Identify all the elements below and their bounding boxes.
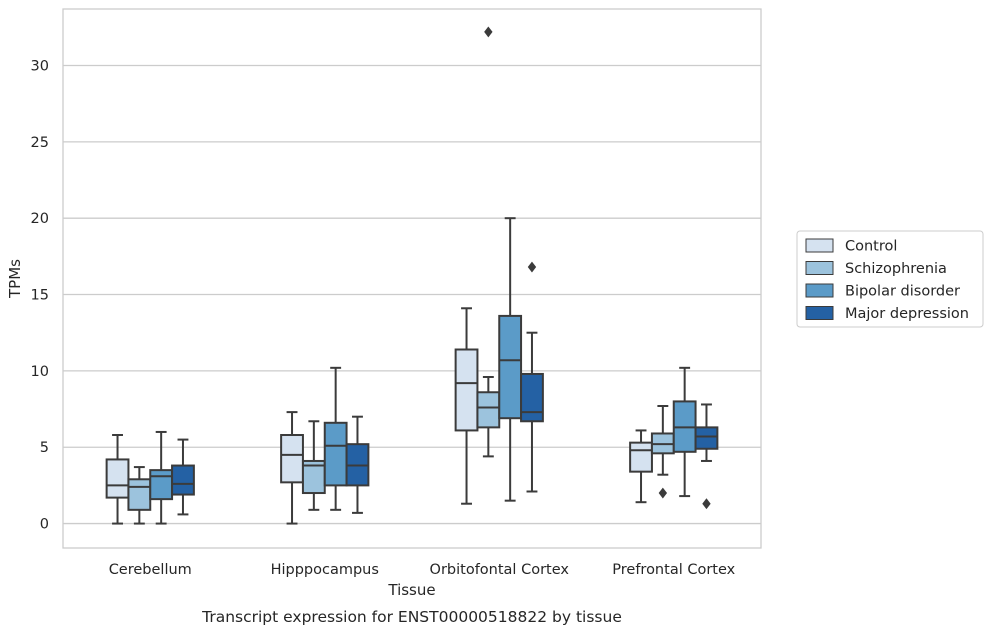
y-tick-label: 20 [31, 211, 49, 227]
legend-label: Major depression [845, 306, 969, 322]
box-iqr [476, 391, 501, 429]
box-iqr [149, 469, 174, 501]
outlier-point [484, 26, 493, 38]
y-axis-label: TPMs [6, 259, 24, 299]
box-iqr [105, 458, 130, 499]
legend-frame [796, 230, 984, 328]
box [171, 438, 195, 516]
box [672, 366, 697, 498]
x-tick-label: Prefrontal Cortex [612, 562, 735, 578]
box [520, 261, 544, 493]
legend-item: Control [805, 238, 897, 255]
box-iqr [127, 478, 152, 511]
y-tick-label: 30 [31, 58, 49, 74]
legend-item: Bipolar disorder [805, 283, 960, 300]
box-iqr [498, 314, 523, 420]
plot-frame [62, 8, 762, 549]
box [280, 411, 304, 525]
y-tick-label: 0 [40, 517, 49, 533]
box [345, 415, 370, 514]
x-tick-label: Hipppocampus [271, 562, 379, 578]
legend-label: Bipolar disorder [845, 284, 960, 300]
box-iqr [280, 434, 304, 484]
box [323, 366, 348, 511]
outlier-point [527, 261, 537, 273]
legend-label: Control [845, 239, 897, 255]
box-iqr [454, 348, 479, 432]
box [650, 404, 675, 499]
chart-caption: Transcript expression for ENST0000051882… [201, 608, 622, 626]
box-iqr [323, 421, 348, 487]
box-series [105, 26, 719, 525]
box [476, 26, 501, 458]
box [301, 420, 326, 511]
box-iqr [171, 464, 195, 496]
x-tick-label: Orbitofontal Cortex [430, 562, 570, 578]
legend-items: Control Schizophrenia Bipolar disorder Majo… [805, 238, 969, 322]
box [454, 307, 479, 505]
outlier-point [658, 487, 668, 499]
legend-swatch [805, 261, 834, 275]
legend-swatch [805, 283, 834, 298]
gridlines [63, 64, 761, 525]
box [629, 429, 653, 504]
box-iqr [520, 372, 544, 423]
box [498, 217, 523, 502]
x-tick-label: Cerebellum [109, 562, 192, 578]
box [127, 466, 152, 525]
legend-swatch [805, 306, 834, 320]
y-tick-label: 25 [31, 135, 49, 151]
y-tick-labels: 0 5 10 15 20 25 30 [31, 58, 49, 532]
x-axis-label: Tissue [387, 581, 435, 599]
x-tick-labels: Cerebellum Hipppocampus Orbitofontal Corte… [109, 562, 736, 578]
legend-item: Major depression [805, 306, 969, 322]
box [105, 434, 130, 525]
legend-swatch [805, 238, 834, 253]
legend: Control Schizophrenia Bipolar disorder Majo… [796, 230, 984, 328]
box-iqr [694, 426, 719, 450]
box [149, 430, 174, 525]
y-tick-label: 5 [40, 440, 49, 456]
legend-label: Schizophrenia [845, 261, 947, 277]
y-tick-label: 10 [31, 364, 49, 380]
y-tick-label: 15 [31, 288, 49, 304]
legend-item: Schizophrenia [805, 261, 947, 277]
outlier-point [702, 498, 711, 510]
box [694, 403, 719, 510]
box-iqr [629, 441, 653, 473]
